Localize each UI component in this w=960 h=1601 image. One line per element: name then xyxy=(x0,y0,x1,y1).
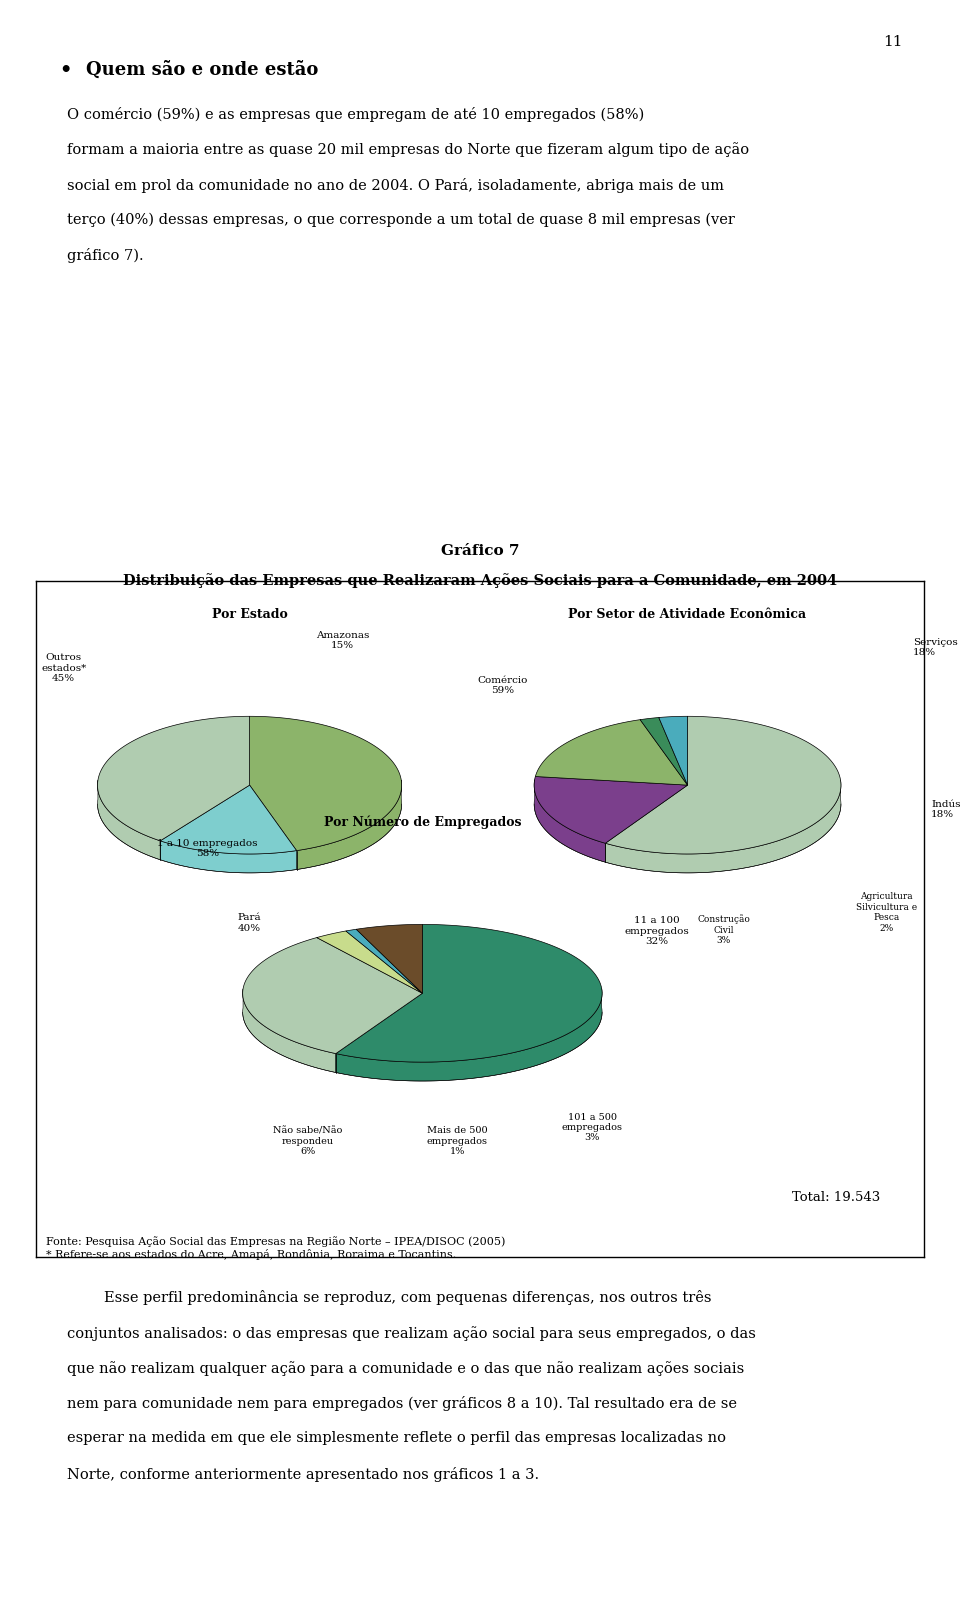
Text: Fonte: Pesquisa Ação Social das Empresas na Região Norte – IPEA/DISOC (2005): Fonte: Pesquisa Ação Social das Empresas… xyxy=(46,1236,506,1247)
Polygon shape xyxy=(336,924,602,1061)
Polygon shape xyxy=(160,841,297,873)
Text: Norte, conforme anteriormente apresentado nos gráficos 1 a 3.: Norte, conforme anteriormente apresentad… xyxy=(67,1467,540,1481)
Polygon shape xyxy=(243,938,422,1053)
Text: 11: 11 xyxy=(883,35,902,50)
Polygon shape xyxy=(243,989,336,1073)
Polygon shape xyxy=(160,784,297,853)
Text: Total: 19.543: Total: 19.543 xyxy=(792,1191,880,1204)
Text: Outros
estados*
45%: Outros estados* 45% xyxy=(41,653,86,684)
Text: que não realizam qualquer ação para a comunidade e o das que não realizam ações : que não realizam qualquer ação para a co… xyxy=(67,1361,744,1375)
Text: Por Estado: Por Estado xyxy=(212,608,287,621)
Text: 1 a 10 empregados
58%: 1 a 10 empregados 58% xyxy=(157,839,258,858)
Polygon shape xyxy=(659,716,687,784)
Text: Gráfico 7: Gráfico 7 xyxy=(441,544,519,559)
Text: Indústria
18%: Indústria 18% xyxy=(931,799,960,820)
Polygon shape xyxy=(640,717,687,784)
Polygon shape xyxy=(250,716,401,850)
Text: 101 a 500
empregados
3%: 101 a 500 empregados 3% xyxy=(562,1113,623,1143)
Text: Por Número de Empregados: Por Número de Empregados xyxy=(324,817,521,829)
Polygon shape xyxy=(317,930,422,993)
Text: Comércio
59%: Comércio 59% xyxy=(477,676,528,695)
Polygon shape xyxy=(606,716,841,853)
Polygon shape xyxy=(346,929,422,993)
Text: * Refere-se aos estados do Acre, Amapá, Rondônia, Roraima e Tocantins.: * Refere-se aos estados do Acre, Amapá, … xyxy=(46,1249,456,1260)
Polygon shape xyxy=(336,988,602,1081)
Text: •: • xyxy=(60,61,72,78)
Text: Construção
Civil
3%: Construção Civil 3% xyxy=(697,914,750,945)
Text: 11 a 100
empregados
32%: 11 a 100 empregados 32% xyxy=(625,916,689,946)
Polygon shape xyxy=(98,780,160,860)
Polygon shape xyxy=(297,780,401,869)
Text: gráfico 7).: gráfico 7). xyxy=(67,248,144,263)
Text: esperar na medida em que ele simplesmente reflete o perfil das empresas localiza: esperar na medida em que ele simplesment… xyxy=(67,1431,726,1446)
Text: Serviços
18%: Serviços 18% xyxy=(913,637,958,656)
Polygon shape xyxy=(606,780,841,873)
Text: conjuntos analisados: o das empresas que realizam ação social para seus empregad: conjuntos analisados: o das empresas que… xyxy=(67,1326,756,1340)
Polygon shape xyxy=(356,924,422,993)
Text: Distribuição das Empresas que Realizaram Ações Sociais para a Comunidade, em 200: Distribuição das Empresas que Realizaram… xyxy=(123,573,837,588)
Text: Não sabe/Não
respondeu
6%: Não sabe/Não respondeu 6% xyxy=(273,1127,343,1156)
Text: terço (40%) dessas empresas, o que corresponde a um total de quase 8 mil empresa: terço (40%) dessas empresas, o que corre… xyxy=(67,213,735,227)
Polygon shape xyxy=(536,720,687,784)
Text: Quem são e onde estão: Quem são e onde estão xyxy=(86,61,319,78)
Text: Esse perfil predominância se reproduz, com pequenas diferenças, nos outros três: Esse perfil predominância se reproduz, c… xyxy=(67,1290,711,1305)
Text: Agricultura
Silvicultura e
Pesca
2%: Agricultura Silvicultura e Pesca 2% xyxy=(855,892,917,933)
Text: social em prol da comunidade no ano de 2004. O Pará, isoladamente, abriga mais d: social em prol da comunidade no ano de 2… xyxy=(67,178,724,192)
Text: nem para comunidade nem para empregados (ver gráficos 8 a 10). Tal resultado era: nem para comunidade nem para empregados … xyxy=(67,1396,737,1410)
Text: Amazonas
15%: Amazonas 15% xyxy=(316,631,370,650)
Polygon shape xyxy=(534,780,606,863)
Polygon shape xyxy=(534,776,687,844)
Text: O comércio (59%) e as empresas que empregam de até 10 empregados (58%): O comércio (59%) e as empresas que empre… xyxy=(67,107,644,122)
Text: Por Setor de Atividade Econômica: Por Setor de Atividade Econômica xyxy=(568,608,806,621)
Text: Pará
40%: Pará 40% xyxy=(238,913,261,932)
Polygon shape xyxy=(98,716,250,841)
Text: Mais de 500
empregados
1%: Mais de 500 empregados 1% xyxy=(427,1127,488,1156)
Text: formam a maioria entre as quase 20 mil empresas do Norte que fizeram algum tipo : formam a maioria entre as quase 20 mil e… xyxy=(67,142,750,157)
